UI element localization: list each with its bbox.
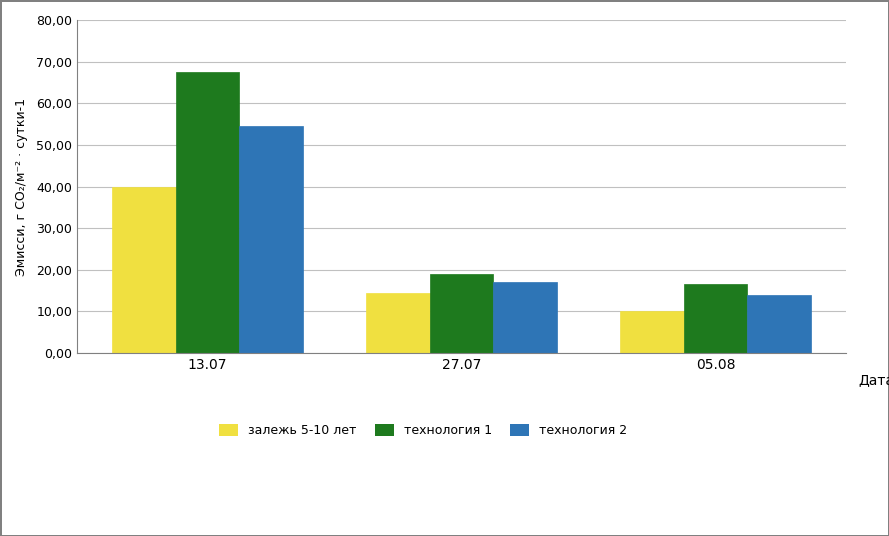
Bar bbox=[239, 126, 303, 353]
Legend: залежь 5-10 лет, технология 1, технология 2: залежь 5-10 лет, технология 1, технологи… bbox=[214, 419, 632, 442]
Bar bbox=[112, 187, 176, 353]
Bar bbox=[176, 72, 239, 353]
Bar bbox=[493, 282, 557, 353]
Bar bbox=[621, 311, 684, 353]
Bar bbox=[748, 295, 811, 353]
Bar bbox=[429, 274, 493, 353]
X-axis label: Дата: Дата bbox=[859, 373, 889, 387]
Bar bbox=[366, 293, 429, 353]
Bar bbox=[684, 285, 748, 353]
Y-axis label: Эмисси, г CO₂/м⁻² · сутки-1: Эмисси, г CO₂/м⁻² · сутки-1 bbox=[15, 98, 28, 276]
